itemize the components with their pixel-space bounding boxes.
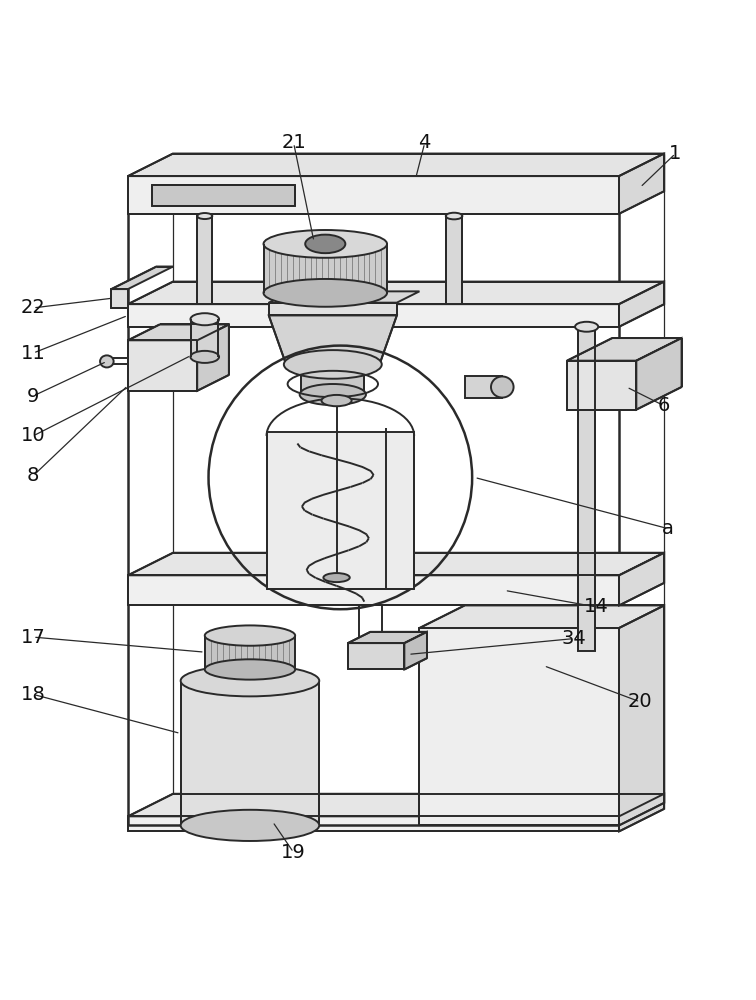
Text: 6: 6 xyxy=(658,396,671,415)
Text: 20: 20 xyxy=(627,692,652,711)
Text: 4: 4 xyxy=(419,133,431,152)
Polygon shape xyxy=(264,244,387,293)
Ellipse shape xyxy=(299,384,366,405)
Text: 18: 18 xyxy=(20,685,45,704)
Polygon shape xyxy=(191,319,218,357)
Polygon shape xyxy=(619,553,665,605)
Polygon shape xyxy=(348,632,427,643)
Text: 19: 19 xyxy=(281,843,306,862)
Polygon shape xyxy=(197,324,229,391)
Polygon shape xyxy=(269,315,397,364)
Polygon shape xyxy=(181,681,319,825)
Polygon shape xyxy=(128,154,665,176)
Ellipse shape xyxy=(264,279,387,307)
Ellipse shape xyxy=(491,376,513,398)
Polygon shape xyxy=(128,176,619,214)
Polygon shape xyxy=(619,282,665,327)
Ellipse shape xyxy=(100,355,113,367)
Polygon shape xyxy=(111,267,173,289)
Polygon shape xyxy=(567,338,682,361)
Text: 10: 10 xyxy=(20,426,45,445)
Polygon shape xyxy=(619,605,665,825)
Polygon shape xyxy=(578,327,595,651)
Text: a: a xyxy=(662,519,674,538)
Polygon shape xyxy=(619,794,665,831)
Polygon shape xyxy=(128,794,665,816)
Text: 11: 11 xyxy=(20,344,45,363)
Polygon shape xyxy=(128,324,229,340)
Polygon shape xyxy=(446,216,463,304)
Text: 34: 34 xyxy=(562,629,586,648)
Polygon shape xyxy=(637,338,682,410)
Text: 22: 22 xyxy=(20,298,45,317)
Polygon shape xyxy=(269,291,420,303)
Text: 17: 17 xyxy=(20,628,45,647)
Polygon shape xyxy=(619,154,665,214)
Polygon shape xyxy=(465,376,502,398)
Text: 9: 9 xyxy=(26,387,39,406)
Ellipse shape xyxy=(321,395,352,406)
Polygon shape xyxy=(197,216,212,304)
Polygon shape xyxy=(267,432,414,589)
Ellipse shape xyxy=(181,665,319,696)
Polygon shape xyxy=(567,361,637,410)
Ellipse shape xyxy=(205,659,295,680)
Ellipse shape xyxy=(324,573,350,582)
Ellipse shape xyxy=(575,322,598,332)
Polygon shape xyxy=(128,304,619,327)
Polygon shape xyxy=(128,575,619,605)
Polygon shape xyxy=(128,282,665,304)
Text: 21: 21 xyxy=(281,133,306,152)
Ellipse shape xyxy=(205,625,295,646)
Ellipse shape xyxy=(446,213,463,219)
Polygon shape xyxy=(128,340,197,391)
Ellipse shape xyxy=(305,235,345,253)
Polygon shape xyxy=(420,605,665,628)
Polygon shape xyxy=(269,303,397,315)
Polygon shape xyxy=(420,628,619,825)
Ellipse shape xyxy=(181,810,319,841)
Polygon shape xyxy=(205,636,295,669)
Polygon shape xyxy=(111,289,128,308)
Polygon shape xyxy=(128,816,619,831)
Polygon shape xyxy=(152,185,295,206)
Polygon shape xyxy=(404,632,427,669)
Ellipse shape xyxy=(191,351,219,363)
Text: 14: 14 xyxy=(584,597,609,616)
Ellipse shape xyxy=(197,213,212,219)
Polygon shape xyxy=(128,553,665,575)
Text: 1: 1 xyxy=(669,144,682,163)
Ellipse shape xyxy=(264,230,387,258)
Text: 8: 8 xyxy=(26,466,39,485)
Polygon shape xyxy=(348,643,404,669)
Polygon shape xyxy=(301,364,364,395)
Ellipse shape xyxy=(191,313,219,325)
Ellipse shape xyxy=(284,350,382,379)
